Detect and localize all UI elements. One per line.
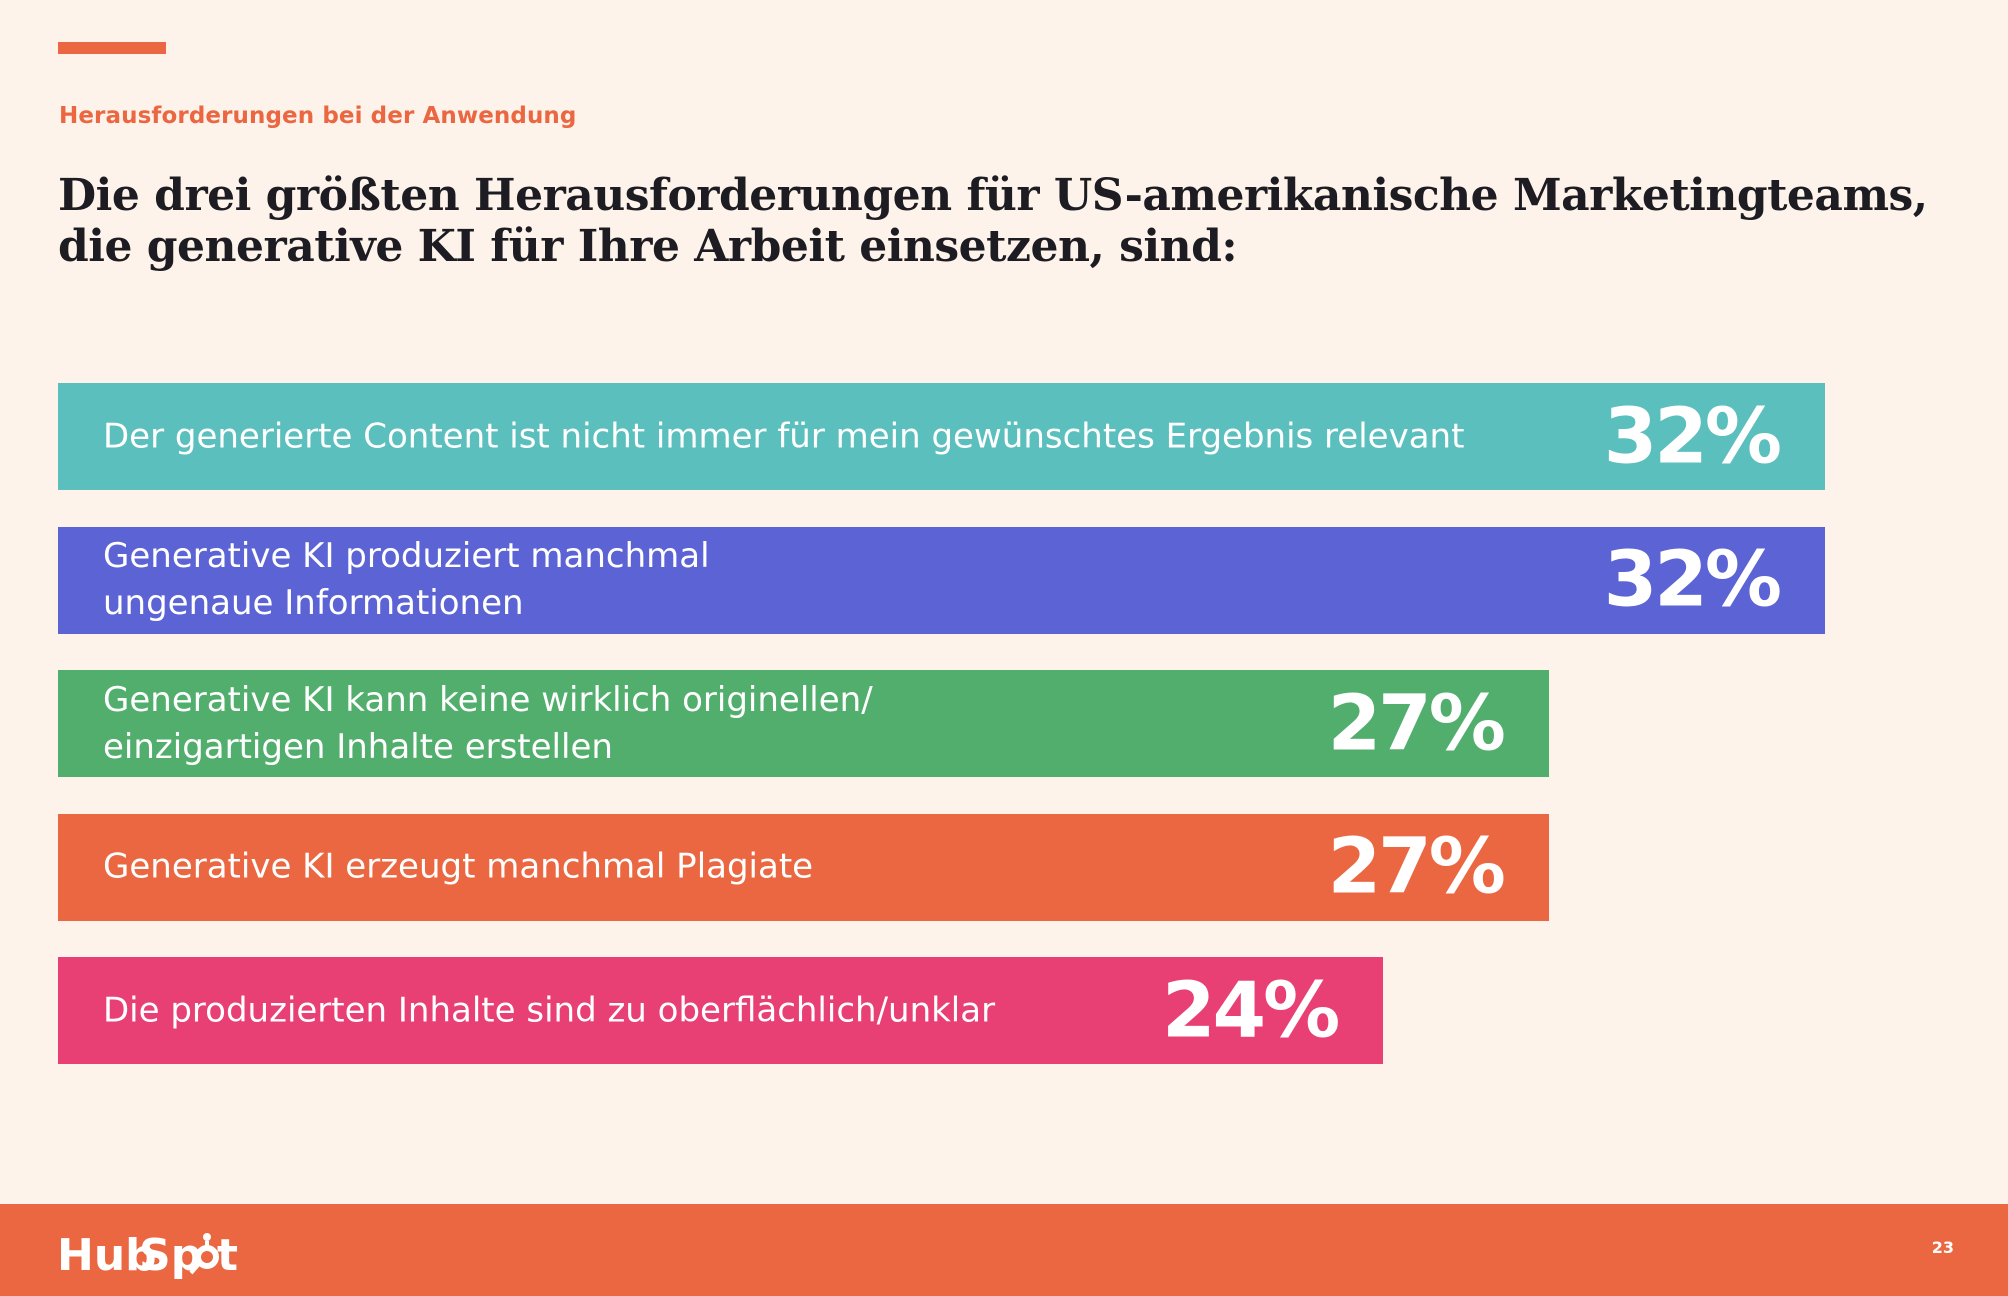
bar: Die produzierten Inhalte sind zu oberflä… <box>58 957 1384 1064</box>
svg-text:Hub: Hub <box>57 1230 157 1280</box>
page-title-line: Die drei größten Herausforderungen für U… <box>58 170 1928 221</box>
page-title-line: die generative KI für Ihre Arbeit einset… <box>58 221 1238 272</box>
bar-label: Der generierte Content ist nicht immer f… <box>103 416 1465 456</box>
bar-label: Generative KI erzeugt manchmal Plagiate <box>103 846 814 887</box>
bar-label: Generative KI produziert manchmal ungena… <box>103 536 710 623</box>
footer: Hub Sp t 23 <box>0 1204 2008 1296</box>
bar-label: Die produzierten Inhalte sind zu oberflä… <box>103 990 996 1030</box>
bar-value-label: 32% <box>1603 535 1782 625</box>
page-number: 23 <box>1931 1238 1954 1257</box>
bar: Der generierte Content ist nicht immer f… <box>58 383 1825 490</box>
bar-value-label: 24% <box>1161 966 1340 1055</box>
bar-chart: Der generierte Content ist nicht immer f… <box>58 383 1848 1064</box>
hubspot-logo: Hub Sp t <box>57 1230 238 1280</box>
bar: Generative KI produziert manchmal ungena… <box>58 526 1825 634</box>
section-label: Herausforderungen bei der Anwendung <box>59 103 577 129</box>
bar-value-label: 32% <box>1603 392 1782 481</box>
bar: Generative KI kann keine wirklich origin… <box>58 670 1549 777</box>
accent-rule <box>58 42 166 54</box>
bar-value-label: 27% <box>1327 822 1506 912</box>
bar: Generative KI erzeugt manchmal Plagiate 2… <box>58 813 1549 921</box>
bar-label: Generative KI kann keine wirklich origin… <box>103 679 873 767</box>
svg-text:t: t <box>217 1230 238 1280</box>
bar-value-label: 27% <box>1327 679 1506 768</box>
page-title: Die drei größten Herausforderungen für U… <box>58 170 1928 272</box>
